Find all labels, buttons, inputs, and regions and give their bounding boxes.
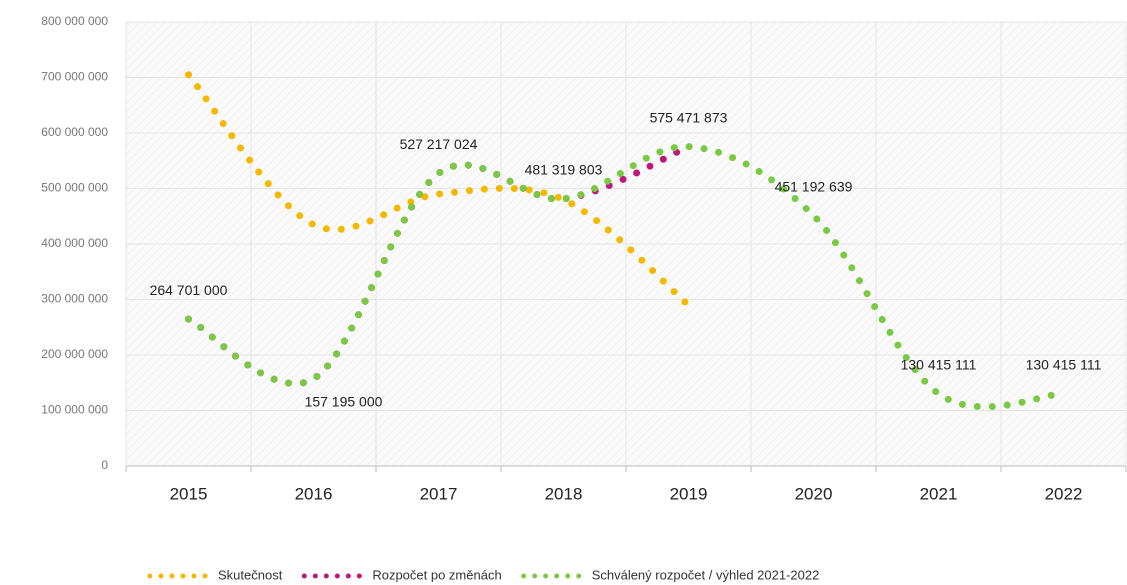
series-line [185, 71, 692, 309]
y-tick-label: 400 000 000 [41, 236, 108, 250]
x-tick-label: 2022 [1045, 484, 1083, 503]
y-tick-label: 200 000 000 [41, 347, 108, 361]
x-tick-label: 2015 [170, 484, 208, 503]
y-tick-label: 300 000 000 [41, 292, 108, 306]
x-tick-label: 2019 [670, 484, 708, 503]
x-tick-label: 2020 [795, 484, 833, 503]
x-tick-label: 2017 [420, 484, 458, 503]
legend-label: Schválený rozpočet / výhled 2021-2022 [592, 567, 820, 582]
x-tick-label: 2018 [545, 484, 583, 503]
data-label: 527 217 024 [400, 136, 478, 152]
y-tick-label: 600 000 000 [41, 125, 108, 139]
x-tick-label: 2016 [295, 484, 333, 503]
data-label: 451 192 639 [775, 178, 853, 194]
y-tick-label: 800 000 000 [41, 14, 108, 28]
y-tick-label: 700 000 000 [41, 70, 108, 84]
legend-label: Rozpočet po změnách [372, 567, 501, 582]
legend-label: Skutečnost [218, 567, 283, 582]
data-label: 157 195 000 [305, 393, 383, 409]
data-label: 130 415 111 [1026, 356, 1102, 372]
y-tick-label: 0 [101, 458, 108, 472]
data-label: 481 319 803 [525, 162, 603, 178]
data-label: 264 701 000 [150, 282, 228, 298]
y-tick-label: 100 000 000 [41, 403, 108, 417]
x-tick-label: 2021 [920, 484, 958, 503]
y-tick-label: 500 000 000 [41, 181, 108, 195]
data-label: 575 471 873 [650, 109, 728, 125]
data-label: 130 415 111 [901, 356, 977, 372]
